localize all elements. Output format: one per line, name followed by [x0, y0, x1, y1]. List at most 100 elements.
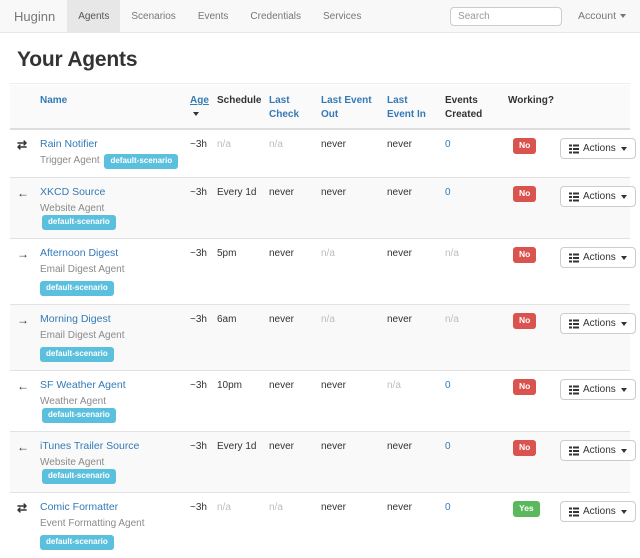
events_created-cell: 0: [445, 441, 451, 453]
actions-button[interactable]: Actions: [560, 247, 636, 269]
age-cell: ~3h: [190, 441, 207, 453]
agents-table-body: ⇄ Rain Notifier Trigger Agent default-sc…: [10, 129, 636, 558]
actions-button[interactable]: Actions: [560, 186, 636, 208]
scenario-badge[interactable]: default-scenario: [40, 534, 114, 551]
schedule-cell: 5pm: [217, 248, 237, 260]
navbar-right: Account: [450, 0, 640, 32]
list-icon: [569, 446, 579, 456]
arrow-right-icon: →: [17, 247, 29, 262]
actions-button[interactable]: Actions: [560, 379, 636, 401]
sort-desc-icon: [193, 111, 199, 116]
last_event_out-cell: n/a: [321, 248, 335, 260]
actions-button[interactable]: Actions: [560, 138, 636, 159]
agent-name-link[interactable]: Rain Notifier: [40, 138, 98, 150]
agent-name-link[interactable]: XKCD Source: [40, 186, 106, 199]
working-badge: No: [513, 186, 537, 203]
age-cell: ~3h: [190, 314, 207, 326]
scenario-badge[interactable]: default-scenario: [42, 407, 116, 424]
title-divider: [10, 83, 630, 84]
nav-item-credentials[interactable]: Credentials: [250, 11, 301, 22]
caret-down-icon: [620, 146, 627, 151]
header-name[interactable]: Name: [36, 85, 186, 130]
last_event_out-cell: never: [321, 139, 347, 150]
scenario-badge[interactable]: default-scenario: [42, 214, 116, 231]
header-last-check[interactable]: Last Check: [265, 85, 317, 130]
nav-item-scenarios[interactable]: Scenarios: [131, 11, 176, 22]
caret-down-icon: [620, 194, 627, 199]
search-input[interactable]: [450, 6, 563, 26]
arrow-left-icon: ←: [17, 186, 29, 201]
scenario-badge[interactable]: default-scenario: [40, 280, 114, 297]
schedule-cell: Every 1d: [217, 441, 257, 453]
agent-type-label: Event Formatting Agent: [40, 517, 145, 529]
header-actions-col: [556, 85, 630, 130]
events_created-cell: n/a: [445, 248, 459, 260]
list-icon: [569, 253, 579, 263]
caret-down-icon: [620, 255, 627, 260]
scenario-badge[interactable]: default-scenario: [40, 346, 114, 363]
working-badge: Yes: [513, 501, 540, 518]
agent-type-label: Website Agent: [40, 456, 105, 468]
table-row: → Afternoon Digest Email Digest Agent def…: [10, 238, 636, 305]
scenario-badge[interactable]: default-scenario: [42, 468, 116, 485]
agent-type-label: Email Digest Agent: [40, 263, 125, 275]
actions-button[interactable]: Actions: [560, 440, 636, 462]
working-badge: No: [513, 440, 537, 457]
list-icon: [569, 507, 579, 517]
last_event_out-cell: never: [321, 187, 347, 199]
last_check-cell: never: [269, 380, 295, 392]
last_event_in-cell: never: [387, 248, 413, 260]
account-label: Account: [578, 10, 616, 22]
age-cell: ~3h: [190, 187, 207, 199]
header-last-event-in[interactable]: Last Event In: [383, 85, 441, 130]
actions-button[interactable]: Actions: [560, 501, 636, 523]
actions-label: Actions: [583, 445, 616, 457]
nav-item-events[interactable]: Events: [197, 11, 229, 22]
actions-button[interactable]: Actions: [560, 313, 636, 335]
header-schedule: Schedule: [213, 85, 265, 130]
agent-name-link[interactable]: Afternoon Digest: [40, 247, 119, 260]
caret-down-icon: [620, 321, 627, 326]
age-cell: ~3h: [190, 380, 207, 392]
last_check-cell: never: [269, 248, 295, 260]
caret-down-icon: [620, 509, 627, 514]
header-last-event-out[interactable]: Last Event Out: [317, 85, 383, 130]
nav-item-agents[interactable]: Agents: [67, 0, 121, 32]
agent-name-link[interactable]: Comic Formatter: [40, 501, 119, 514]
last_event_out-cell: never: [321, 380, 347, 392]
agent-type-label: Email Digest Agent: [40, 329, 125, 341]
header-events-created: Events Created: [441, 85, 504, 130]
agent-type-label: Website Agent: [40, 202, 105, 214]
last_check-cell: n/a: [269, 502, 283, 514]
working-badge: No: [513, 247, 537, 264]
scenario-badge[interactable]: default-scenario: [104, 153, 179, 170]
agent-name-link[interactable]: iTunes Trailer Source: [40, 440, 140, 453]
nav-item-services[interactable]: Services: [322, 11, 362, 22]
caret-down-icon: [620, 387, 627, 392]
agent-type-label: Trigger Agent: [40, 154, 100, 166]
main-nav: Agents Scenarios Events Credentials Serv…: [67, 0, 372, 32]
list-icon: [569, 385, 579, 395]
table-row: ← SF Weather Agent Weather Agent default…: [10, 370, 636, 432]
age-cell: ~3h: [190, 139, 207, 150]
working-badge: No: [513, 313, 537, 330]
schedule-cell: 6am: [217, 314, 237, 326]
agent-name-link[interactable]: SF Weather Agent: [40, 379, 126, 392]
navbar: Huginn Agents Scenarios Events Credentia…: [0, 0, 640, 33]
list-icon: [569, 192, 579, 202]
header-icon-col: [10, 85, 36, 130]
last_check-cell: never: [269, 314, 295, 326]
events_created-cell: 0: [445, 139, 451, 150]
working-badge: No: [513, 379, 537, 396]
account-dropdown[interactable]: Account: [578, 10, 626, 22]
schedule-cell: 10pm: [217, 380, 243, 392]
age-cell: ~3h: [190, 502, 207, 514]
page-title: Your Agents: [17, 48, 138, 71]
header-age[interactable]: Age: [186, 85, 213, 130]
actions-label: Actions: [583, 252, 616, 264]
main-content: Your Agents Name Age Schedule Last Check…: [0, 48, 640, 558]
brand-logo[interactable]: Huginn: [14, 9, 56, 24]
last_event_in-cell: never: [387, 187, 413, 199]
working-badge: No: [513, 138, 537, 155]
agent-name-link[interactable]: Morning Digest: [40, 313, 111, 326]
